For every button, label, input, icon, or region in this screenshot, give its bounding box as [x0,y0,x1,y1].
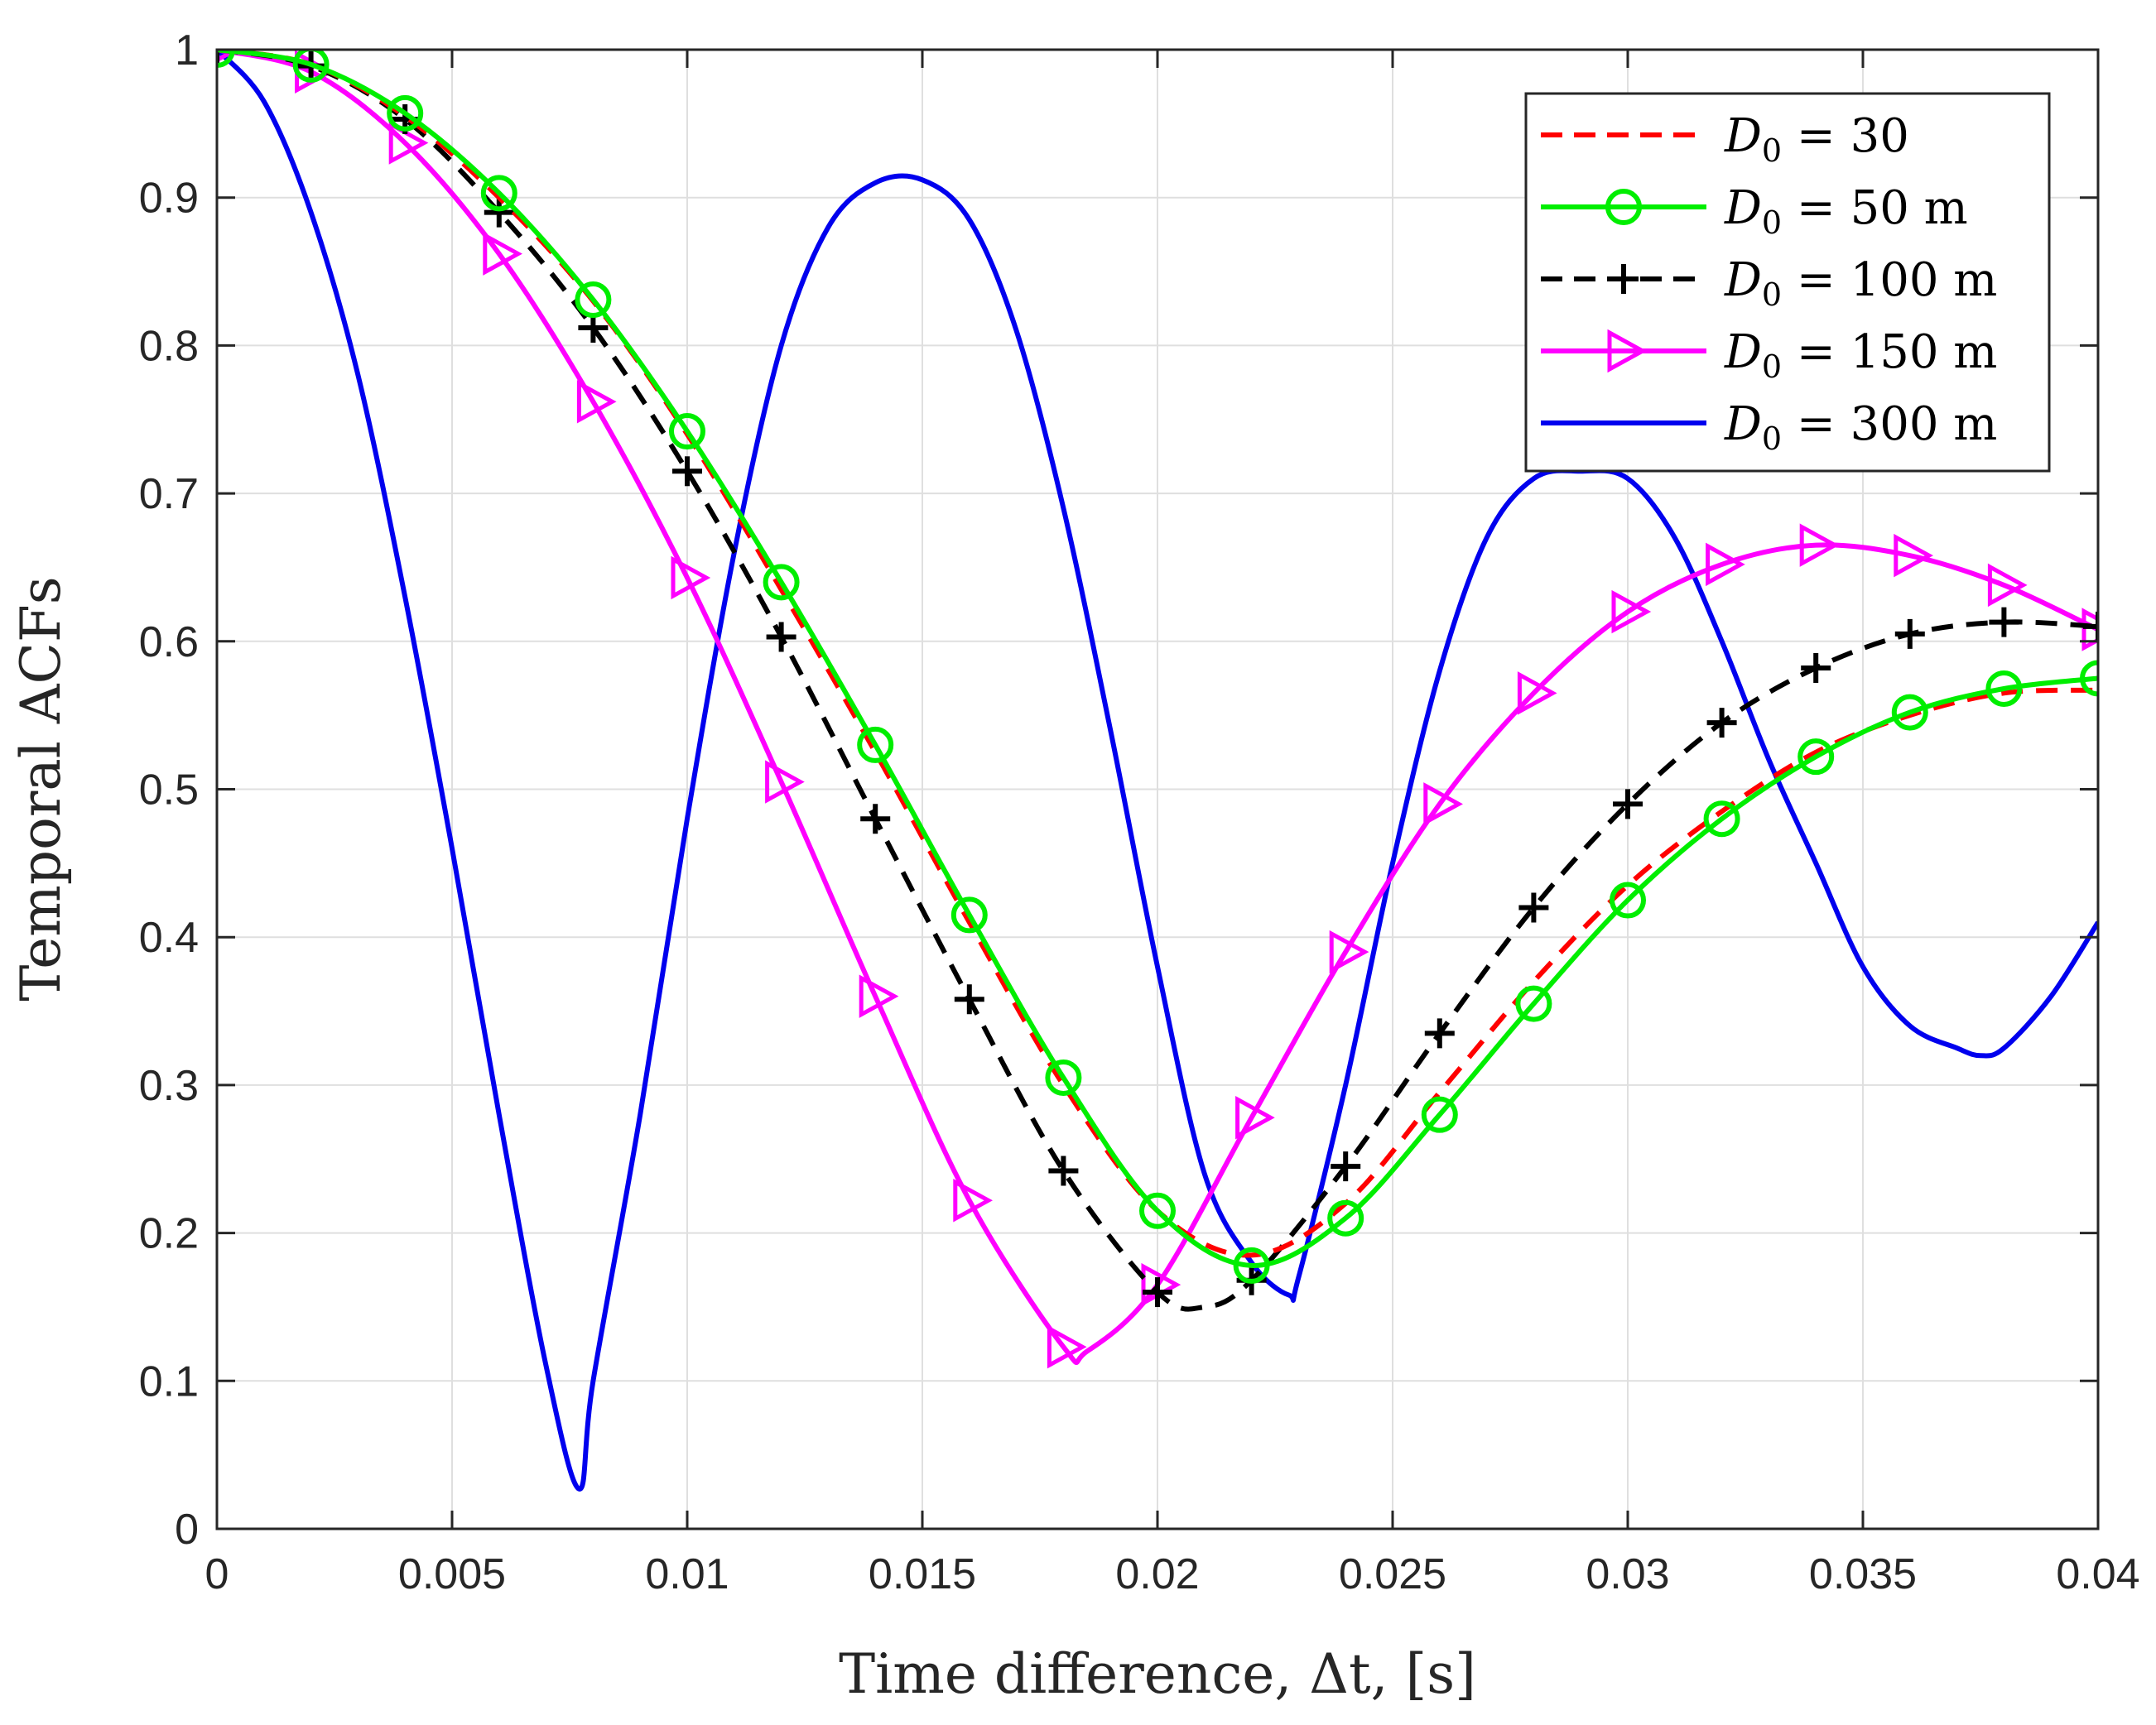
data-point-marker [1327,1199,1364,1237]
legend-entry-1: D0 = 30 [1541,109,1909,169]
y-tick-label: 0.7 [139,470,199,518]
data-point-marker [1517,671,1557,715]
data-point-marker [1518,892,1549,923]
data-point-marker [1799,523,1840,567]
x-tick-label: 0.005 [398,1550,506,1598]
data-point-marker [1891,694,1928,731]
data-point-marker [1424,1018,1455,1049]
legend-box [1524,92,2051,473]
legend-entry-2: D0 = 50 m [1541,181,1968,241]
data-point-marker [484,197,514,228]
data-point-marker [1048,1156,1079,1186]
legend-marker [1605,189,1642,225]
data-point-marker [857,726,894,763]
data-point-marker [1706,542,1745,587]
x-tick-label: 0.025 [1339,1550,1446,1598]
legend-label: D0 = 150 m [1724,325,1997,385]
y-tick-label: 0.8 [139,322,199,370]
data-point-marker [763,564,800,601]
x-tick-label: 0.04 [2056,1550,2139,1598]
data-point-marker [1515,985,1552,1022]
x-tick-label: 0 [205,1550,229,1598]
data-point-marker [765,760,805,804]
x-tick-label: 0.035 [1809,1550,1917,1598]
axes [215,48,2100,1530]
data-point-marker [859,974,899,1018]
series-2 [217,50,2098,1284]
y-tick-label: 1 [175,26,199,74]
data-point-marker [2081,608,2098,651]
data-point-marker [387,94,424,132]
data-point-marker [1987,563,2028,608]
y-tick-label: 0.6 [139,618,199,666]
data-point-marker [860,804,891,834]
data-point-marker [1801,652,1831,683]
series-4 [217,50,2098,1369]
data-point-marker [766,622,796,652]
x-tick-label: 0.02 [1115,1550,1199,1598]
series-line [217,50,2098,1492]
data-point-marker [669,413,705,450]
data-point-marker [292,50,330,83]
legend-label: D0 = 100 m [1724,253,1997,313]
x-axis-title: Time difference, Δt, [s] [839,1642,1476,1706]
data-point-marker [576,380,617,424]
tick-labels: 0 0.005 0.01 0.015 0.02 0.025 0.03 0.035 0.04 0 0.… [139,26,2140,1598]
data-point-marker [1421,1096,1458,1133]
data-point-marker [1611,589,1652,634]
y-tick-label: 0.2 [139,1210,199,1258]
x-tick-label: 0.01 [645,1550,729,1598]
series-layer [217,50,2098,1492]
x-tick-label: 0.015 [869,1550,976,1598]
legend-entry-4: D0 = 150 m [1541,325,1997,385]
y-tick-label: 0 [175,1506,199,1554]
legend-marker [1609,264,1639,294]
y-tick-label: 0.5 [139,766,199,814]
y-tick-label: 0.4 [139,914,199,962]
legend-marker [1607,329,1648,373]
data-point-marker [1797,738,1835,776]
data-point-marker [2080,660,2098,697]
data-point-marker [1423,782,1463,826]
data-point-marker [671,555,711,600]
data-point-marker [1706,708,1737,738]
legend: D0 = 30 D0 = 50 m D0 = 100 m D0 = 150 m D0 =… [1524,92,2051,473]
data-point-marker [1331,1151,1361,1182]
series-line [217,50,2098,1366]
data-point-marker [953,1179,993,1223]
y-tick-label: 0.3 [139,1062,199,1110]
series-5 [217,50,2098,1492]
data-point-marker [480,175,517,212]
data-point-marker [672,456,702,487]
data-point-marker [1235,1095,1275,1140]
data-point-marker [483,232,522,276]
data-point-marker [1045,1059,1082,1096]
data-point-marker [1894,533,1933,578]
data-point-marker [1985,670,2023,707]
legend-label: D0 = 30 [1724,109,1909,169]
data-point-marker [1047,1324,1087,1369]
y-tick-label: 0.1 [139,1357,199,1405]
data-point-marker [1613,789,1643,819]
legend-entry-3: D0 = 100 m [1541,253,1997,313]
data-point-marker [950,896,988,934]
data-point-marker [1233,1247,1270,1284]
data-point-marker [1989,607,2019,637]
legend-label: D0 = 300 m [1724,397,1997,457]
data-point-marker [575,281,612,319]
x-tick-label: 0.03 [1586,1550,1669,1598]
data-point-marker [1610,882,1646,919]
data-point-marker [1143,1277,1172,1308]
data-point-marker [1329,930,1369,974]
legend-label: D0 = 50 m [1724,181,1968,241]
data-point-marker [1703,800,1740,838]
data-point-marker [2083,611,2098,641]
y-axis-title: Temporal ACFs [9,576,73,1001]
data-point-marker [1894,618,1925,649]
data-point-marker [954,984,984,1015]
data-point-marker [1139,1192,1176,1229]
y-tick-label: 0.9 [139,175,199,223]
legend-entry-5: D0 = 300 m [1541,397,1997,457]
